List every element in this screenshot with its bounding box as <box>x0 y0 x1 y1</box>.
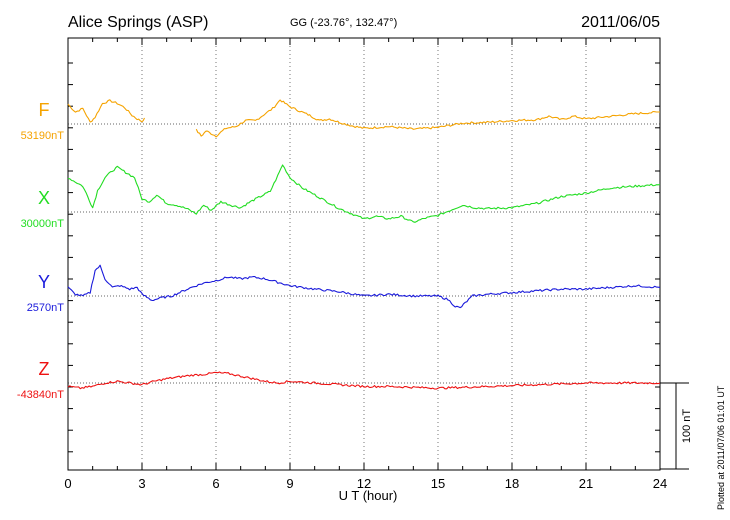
series-X-line-0 <box>67 164 661 223</box>
x-tick-label-21: 21 <box>579 476 593 491</box>
x-axis-label: U T (hour) <box>339 488 398 503</box>
x-tick-label-3: 3 <box>138 476 145 491</box>
component-baseline-Y: 2570nT <box>27 302 65 314</box>
component-labels: F 53190nT X 30000nT Y 2570nT Z -43840nT <box>17 100 64 401</box>
plotted-note: Plotted at 2011/07/06 01:01 UT <box>716 385 726 510</box>
station-coordinates: GG (-23.76°, 132.47°) <box>290 17 397 29</box>
x-tick-label-6: 6 <box>212 476 219 491</box>
component-baseline-F: 53190nT <box>21 130 65 142</box>
component-letter-Y: Y <box>38 272 50 292</box>
series-Z-line-0 <box>67 371 661 390</box>
series-Y-line-0 <box>67 264 661 309</box>
component-letter-Z: Z <box>39 359 50 379</box>
x-tick-label-24: 24 <box>653 476 667 491</box>
plot-frame <box>67 37 661 471</box>
component-baseline-Z: -43840nT <box>17 389 64 401</box>
x-tick-label-0: 0 <box>64 476 71 491</box>
x-tick-label-18: 18 <box>505 476 519 491</box>
component-letter-X: X <box>38 188 50 208</box>
x-tick-label-15: 15 <box>431 476 445 491</box>
component-baseline-X: 30000nT <box>21 218 65 230</box>
component-letter-F: F <box>39 100 50 120</box>
scale-bar: 100 nT <box>660 382 693 470</box>
series-F-line-1 <box>195 99 660 138</box>
x-tick-labels: 0 3 6 9 12 15 18 21 24 <box>64 476 667 491</box>
chart-date: 2011/06/05 <box>581 14 660 31</box>
x-tick-label-12: 12 <box>357 476 371 491</box>
series-lines <box>67 99 661 390</box>
scale-bar-label: 100 nT <box>681 409 693 444</box>
x-tick-label-9: 9 <box>286 476 293 491</box>
chart-title: Alice Springs (ASP) <box>68 14 209 31</box>
grid-lines <box>141 38 587 470</box>
series-F-line-0 <box>67 99 145 123</box>
